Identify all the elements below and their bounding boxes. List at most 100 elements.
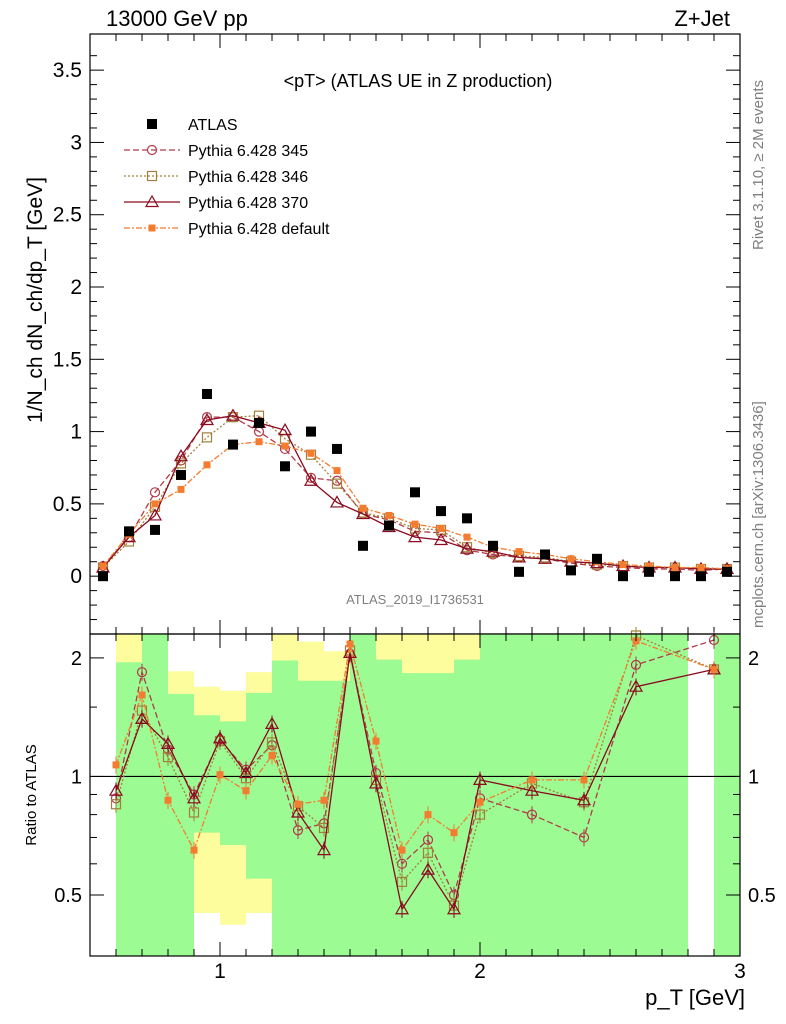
- series-line: [102, 416, 728, 572]
- x-tick-label: 3: [734, 960, 746, 983]
- marker-triangle: [342, 645, 358, 658]
- band-inner: [402, 673, 428, 956]
- marker-open-square: [422, 847, 434, 858]
- marker-circle: [136, 667, 148, 678]
- marker-circle: [630, 659, 642, 670]
- marker-small-square: [528, 776, 536, 784]
- marker-square: [384, 520, 394, 531]
- marker-small-square: [411, 520, 419, 528]
- marker-triangle: [186, 791, 202, 804]
- marker-triangle: [433, 532, 449, 546]
- marker-circle: [422, 834, 434, 846]
- legend-label: ATLAS: [188, 117, 238, 134]
- marker-small-square: [333, 467, 341, 475]
- marker-triangle: [472, 772, 488, 786]
- band-inner: [272, 660, 298, 956]
- marker-square: [306, 426, 316, 437]
- main-ylabel: 1/N_ch dN_ch/dp_T [GeV]: [24, 177, 47, 423]
- marker-square: [618, 571, 628, 582]
- marker-triangle: [225, 408, 241, 421]
- marker-small-square: [242, 787, 250, 795]
- marker-square: [147, 119, 157, 129]
- marker-square: [436, 506, 446, 517]
- marker-small-square: [177, 485, 185, 493]
- marker-square: [124, 526, 134, 537]
- marker-small-square: [190, 846, 198, 854]
- legend-label: Pythia 6.428 370: [188, 195, 308, 212]
- marker-small-square: [398, 846, 406, 854]
- marker-circle: [578, 832, 590, 843]
- rivet-label: Rivet 3.1.10, ≥ 2M events: [750, 80, 767, 250]
- marker-open-square: [146, 170, 158, 182]
- marker-triangle: [355, 506, 371, 520]
- marker-triangle: [407, 529, 423, 543]
- band-inner: [246, 692, 272, 879]
- marker-square: [644, 566, 654, 577]
- marker-small-square: [320, 796, 328, 804]
- marker-small-square: [671, 563, 679, 571]
- marker-small-square: [307, 449, 315, 457]
- marker-triangle: [316, 842, 332, 856]
- marker-circle: [146, 144, 158, 156]
- marker-small-square: [515, 548, 523, 556]
- marker-triangle: [264, 716, 280, 729]
- marker-small-square: [619, 561, 627, 569]
- ratio-series: [108, 627, 722, 919]
- marker-small-square: [697, 563, 705, 571]
- y-tick-label: 0.5: [53, 493, 82, 516]
- ratio-frame: [89, 633, 741, 957]
- marker-triangle: [524, 783, 540, 796]
- marker-triangle: [485, 544, 501, 557]
- marker-triangle: [199, 412, 215, 426]
- ratio-ylabel: Ratio to ATLAS: [23, 744, 40, 845]
- marker-open-square: [110, 799, 122, 810]
- marker-triangle: [511, 550, 527, 563]
- band-inner: [376, 659, 402, 956]
- y-tick-label: 2.5: [53, 204, 82, 227]
- marker-small-square: [580, 776, 588, 784]
- marker-square: [254, 417, 264, 428]
- marker-circle: [396, 858, 408, 869]
- marker-square: [228, 439, 238, 450]
- main-series: [95, 389, 735, 582]
- marker-triangle: [628, 679, 644, 692]
- marker-small-square: [645, 562, 653, 570]
- marker-triangle: [277, 422, 293, 436]
- marker-circle: [201, 412, 213, 423]
- marker-triangle: [173, 448, 189, 462]
- marker-triangle: [144, 194, 160, 208]
- marker-square: [540, 549, 550, 560]
- series-line: [102, 415, 727, 570]
- marker-small-square: [294, 800, 302, 808]
- marker-square: [488, 540, 498, 551]
- legend-label: Pythia 6.428 default: [188, 221, 330, 238]
- ratio-y-tick-label: 2: [71, 648, 82, 670]
- marker-triangle: [459, 541, 475, 554]
- marker-small-square: [255, 438, 263, 446]
- marker-square: [332, 443, 342, 454]
- marker-small-square: [268, 752, 276, 760]
- ratio-y-tick-label-right: 2: [748, 648, 759, 670]
- y-tick-label: 0: [70, 565, 82, 588]
- marker-small-square: [450, 829, 458, 837]
- marker-small-square: [151, 500, 159, 508]
- ratio-y-tick-label: 0.5: [54, 885, 82, 907]
- marker-triangle: [238, 765, 254, 779]
- x-axis-label: p_T [GeV]: [645, 985, 745, 1010]
- marker-small-square: [99, 562, 107, 570]
- main-title: <pT> (ATLAS UE in Z production): [284, 71, 553, 91]
- marker-triangle: [147, 508, 163, 521]
- marker-circle: [305, 472, 317, 483]
- marker-triangle: [329, 495, 345, 508]
- main-axis-ticks: 0 0.5 1 1.5 2 2.5 3 3.5: [53, 34, 741, 634]
- ratio-y-tick-label-right: 0.5: [748, 885, 776, 907]
- marker-open-square: [266, 737, 278, 748]
- band-inner: [142, 634, 168, 956]
- marker-triangle: [368, 776, 384, 789]
- band-inner: [662, 634, 688, 956]
- legend-label: Pythia 6.428 346: [188, 169, 308, 186]
- marker-small-square: [359, 504, 367, 512]
- marker-square: [150, 524, 160, 535]
- marker-triangle: [420, 862, 436, 875]
